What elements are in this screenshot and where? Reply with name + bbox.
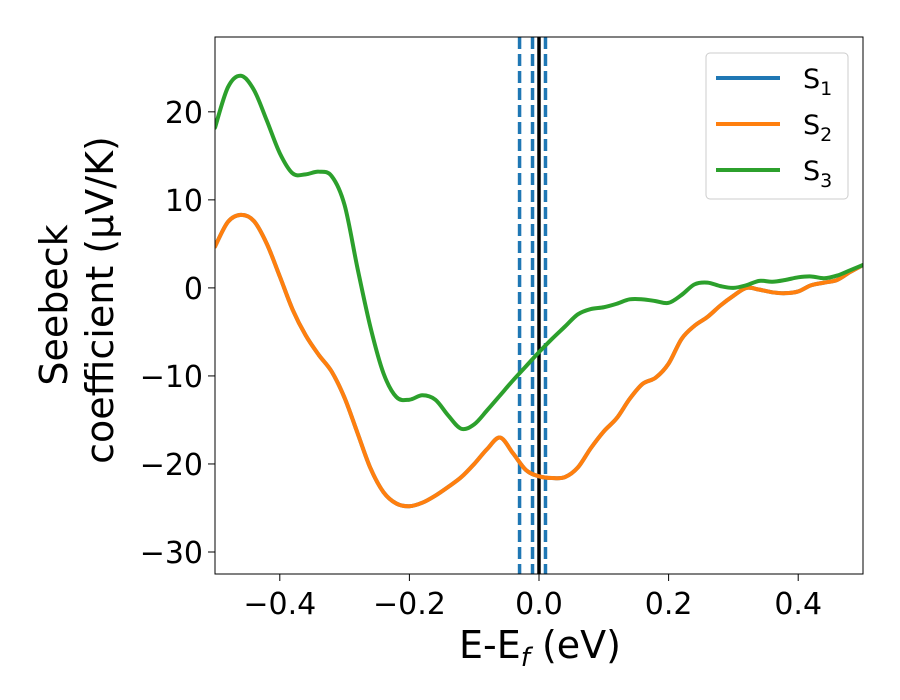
x-tick-label: 0.2	[645, 587, 693, 622]
x-tick-label: 0.0	[515, 587, 563, 622]
y-axis-label-line1: Seebeck	[32, 224, 76, 385]
x-tick-label: 0.4	[774, 587, 822, 622]
y-tick-label: −20	[140, 448, 203, 483]
series-line-s2	[215, 212, 863, 509]
legend-label-s3: S3	[803, 156, 832, 192]
y-axis-ticks: −30 −20 −10 0 10 20	[140, 96, 215, 571]
y-tick-label: −30	[140, 536, 203, 571]
legend-label-s2: S2	[803, 110, 832, 146]
x-tick-label: −0.2	[373, 587, 446, 622]
x-axis-ticks: −0.4 −0.2 0.0 0.2 0.4	[243, 574, 822, 622]
y-tick-label: 10	[165, 184, 203, 219]
y-axis-label-line2-text: coefficient (μV/K)	[78, 136, 122, 464]
legend-label-s1: S1	[803, 64, 832, 100]
y-axis-label: Seebeck	[32, 224, 76, 385]
y-tick-label: 20	[165, 96, 203, 131]
y-tick-label: 0	[184, 272, 203, 307]
legend: S1 S2 S3	[705, 52, 849, 200]
series-line-s3	[215, 73, 863, 432]
series-lines	[215, 73, 863, 509]
y-axis-label-line2: coefficient (μV/K)	[78, 136, 122, 464]
x-axis-label: E-Ef (eV)	[459, 623, 621, 673]
fermi-level-lines	[517, 37, 548, 574]
x-tick-label: −0.4	[243, 587, 316, 622]
y-tick-label: −10	[140, 360, 203, 395]
